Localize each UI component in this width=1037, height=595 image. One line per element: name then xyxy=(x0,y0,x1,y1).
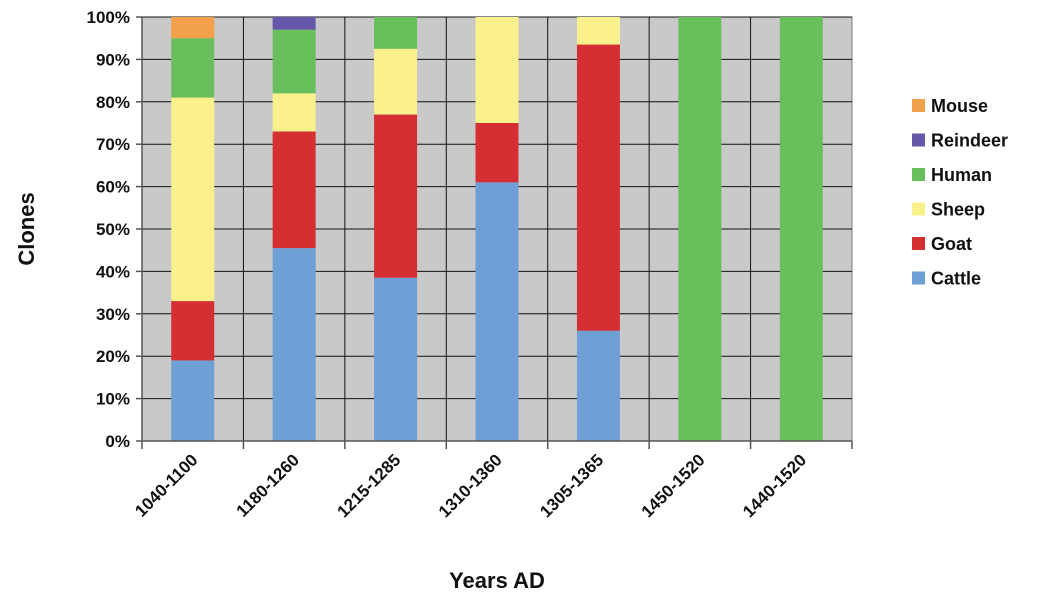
x-tick-label: 1450-1520 xyxy=(638,450,709,521)
bar-segment-human xyxy=(374,17,418,49)
bar-segment-human xyxy=(779,17,823,441)
bar-segment-sheep xyxy=(171,97,215,302)
bar-segment-sheep xyxy=(272,93,316,132)
legend-swatch-goat xyxy=(912,237,925,250)
legend-swatch-cattle xyxy=(912,271,925,285)
bar-segment-cattle xyxy=(475,182,519,442)
x-tick-label: 1440-1520 xyxy=(739,450,810,521)
y-axis-title: Clones xyxy=(14,192,39,265)
bar-segment-mouse xyxy=(171,17,215,39)
legend-swatch-reindeer xyxy=(912,133,925,147)
legend-label-goat: Goat xyxy=(931,234,972,254)
legend-label-human: Human xyxy=(931,165,992,185)
legend-label-mouse: Mouse xyxy=(931,96,988,116)
y-tick-label: 30% xyxy=(96,305,130,324)
y-tick-label: 90% xyxy=(96,50,130,69)
bar-segment-cattle xyxy=(374,277,418,441)
legend-label-cattle: Cattle xyxy=(931,269,981,289)
bar-segment-sheep xyxy=(475,17,519,123)
legend-swatch-mouse xyxy=(912,99,925,112)
x-tick-label: 1040-1100 xyxy=(131,450,201,520)
y-tick-label: 80% xyxy=(96,93,130,112)
x-tick-label: 1310-1360 xyxy=(435,450,506,521)
y-tick-label: 0% xyxy=(105,432,130,451)
bar-segment-goat xyxy=(374,114,418,278)
bar-segment-goat xyxy=(171,301,215,361)
legend-label-reindeer: Reindeer xyxy=(931,131,1008,151)
legend-label-sheep: Sheep xyxy=(931,200,985,220)
bar-segment-reindeer xyxy=(272,17,316,30)
legend-swatch-sheep xyxy=(912,202,925,216)
x-tick-label: 1305-1365 xyxy=(536,450,607,521)
y-tick-label: 10% xyxy=(96,390,130,409)
bar-segment-goat xyxy=(576,44,620,331)
x-axis-title: Years AD xyxy=(449,568,545,593)
bar-segment-goat xyxy=(272,131,316,249)
bars xyxy=(171,17,823,442)
y-tick-label: 60% xyxy=(96,178,130,197)
y-tick-label: 100% xyxy=(87,8,130,27)
y-tick-label: 40% xyxy=(96,262,130,281)
legend-swatch-human xyxy=(912,168,925,181)
y-tick-label: 50% xyxy=(96,220,130,239)
bar-segment-human xyxy=(678,17,722,441)
bar-segment-goat xyxy=(475,123,519,183)
bar-segment-sheep xyxy=(374,48,418,115)
bar-segment-human xyxy=(272,29,316,94)
bar-segment-cattle xyxy=(576,330,620,441)
bar-segment-cattle xyxy=(171,360,215,441)
y-axis: 0% 10% 20% 30% 40% 50% 60% 70% 80% 90% 100% xyxy=(87,8,143,451)
x-axis: 1040-1100 1180-1260 1215-1285 1310-1360 1305… xyxy=(131,440,853,521)
y-tick-label: 70% xyxy=(96,135,130,154)
legend: Mouse Reindeer Human Sheep Goat Cattle xyxy=(912,96,1008,289)
x-tick-label: 1180-1260 xyxy=(233,450,303,520)
y-tick-label: 20% xyxy=(96,347,130,366)
bar-segment-sheep xyxy=(576,17,620,45)
x-tick-label: 1215-1285 xyxy=(333,450,404,521)
bar-segment-cattle xyxy=(272,248,316,441)
bar-segment-human xyxy=(171,38,215,98)
